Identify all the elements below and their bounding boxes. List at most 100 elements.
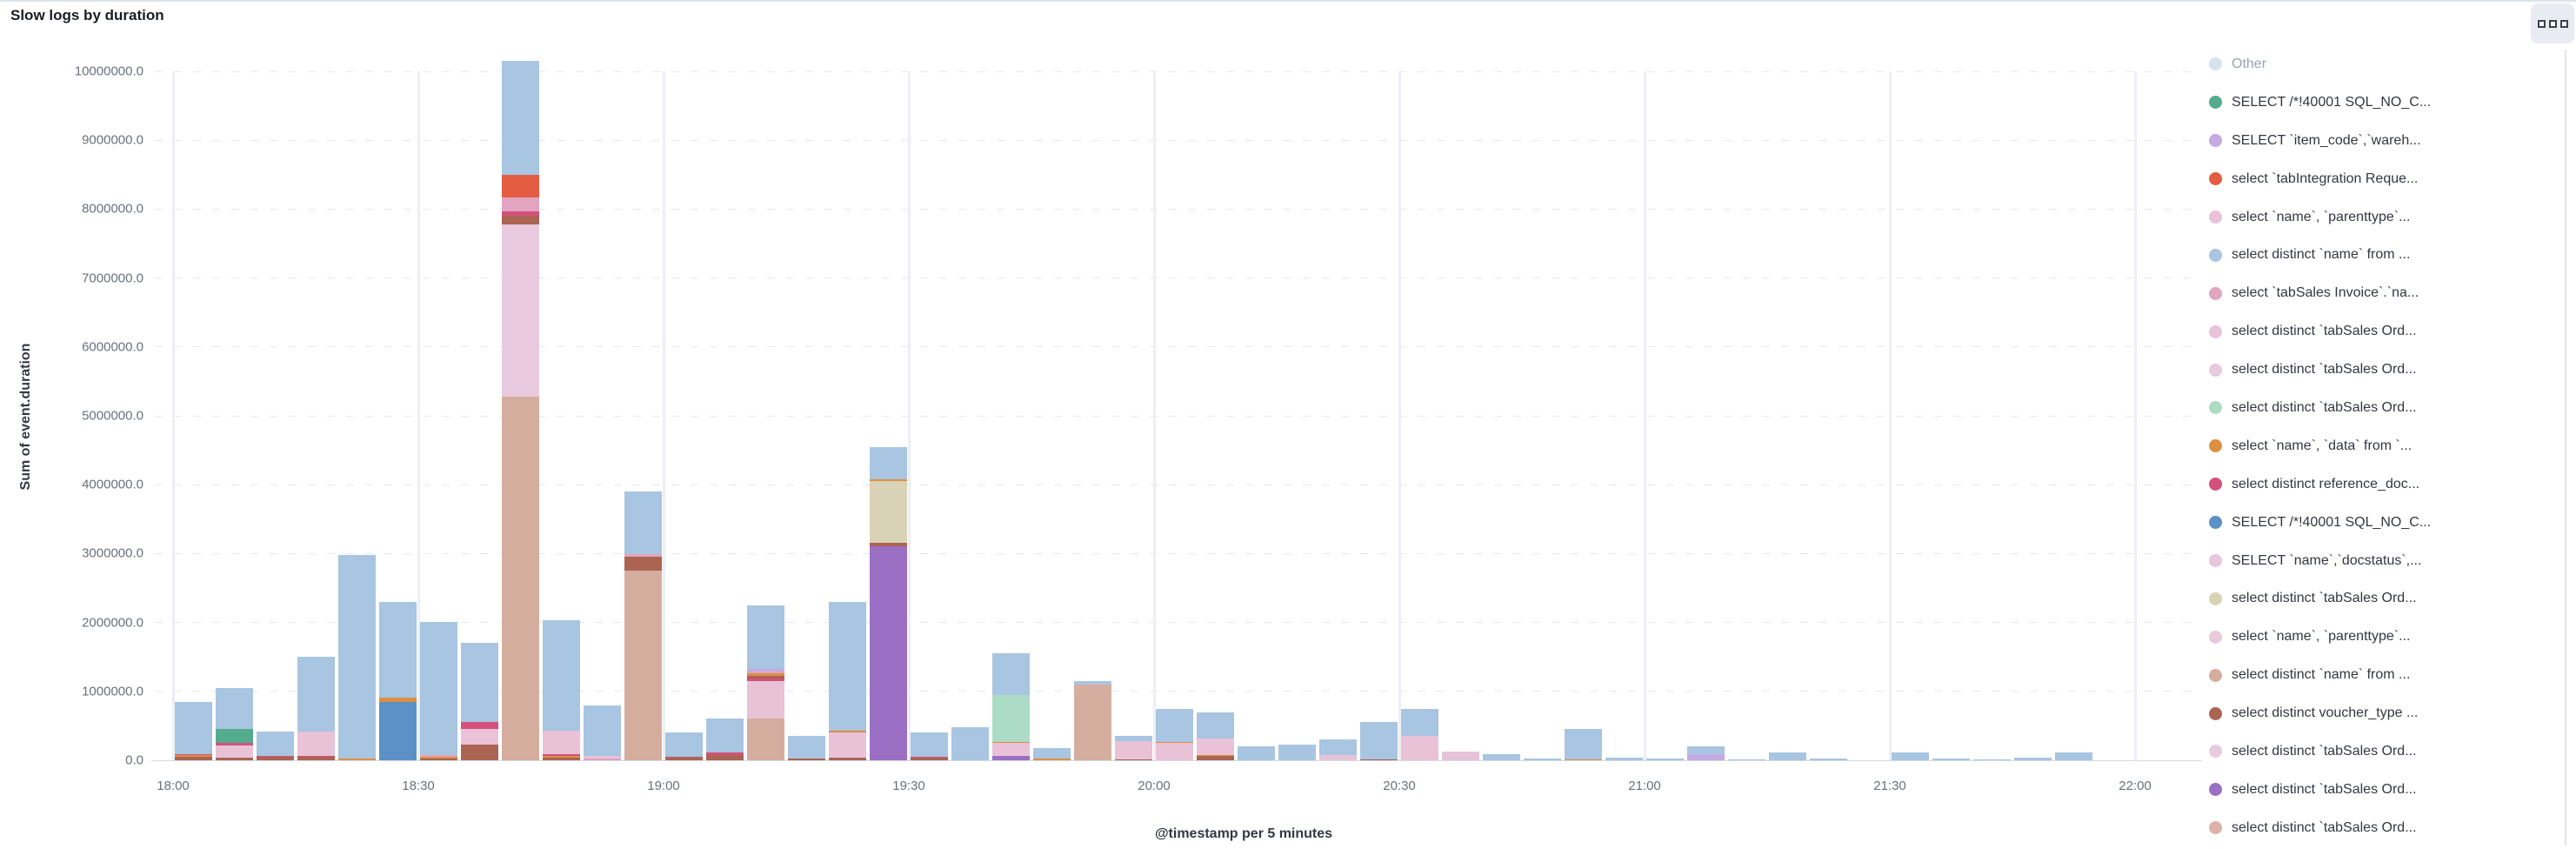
bar-segment[interactable] — [297, 755, 335, 758]
bar-segment[interactable] — [747, 719, 784, 760]
legend-item[interactable]: select distinct `name` from ... — [2209, 236, 2567, 274]
bar-segment[interactable] — [829, 757, 866, 760]
bar-segment[interactable] — [216, 743, 253, 745]
legend-item[interactable]: select distinct `tabSales Ord... — [2209, 351, 2567, 389]
bar-segment[interactable] — [297, 731, 335, 756]
bar-segment[interactable] — [747, 678, 784, 681]
bar-segment[interactable] — [297, 757, 335, 760]
bar-segment[interactable] — [1238, 746, 1275, 760]
bar-segment[interactable] — [584, 705, 621, 757]
bar-segment[interactable] — [1892, 752, 1929, 760]
bar-segment[interactable] — [870, 542, 907, 547]
bar-segment[interactable] — [1565, 729, 1602, 760]
legend-item[interactable]: select `name`, `parenttype`... — [2209, 618, 2567, 656]
bar-segment[interactable] — [257, 731, 294, 756]
bar-segment[interactable] — [624, 571, 662, 760]
legend-item[interactable]: select `name`, `parenttype`... — [2209, 198, 2567, 237]
bar-segment[interactable] — [338, 555, 376, 759]
bar-segment[interactable] — [543, 756, 580, 758]
bar-segment[interactable] — [1687, 753, 1725, 760]
legend-item[interactable]: SELECT /*!40001 SQL_NO_C... — [2209, 84, 2567, 122]
bar-segment[interactable] — [216, 745, 253, 758]
bar-segment[interactable] — [911, 757, 948, 760]
bar-segment[interactable] — [870, 546, 907, 760]
bar-segment[interactable] — [1442, 751, 1479, 760]
legend-item[interactable]: SELECT /*!40001 SQL_NO_C... — [2209, 504, 2567, 542]
bar-segment[interactable] — [1156, 708, 1193, 742]
bar-segment[interactable] — [1360, 721, 1398, 759]
bar-segment[interactable] — [1605, 757, 1643, 760]
bar-segment[interactable] — [543, 619, 580, 731]
bar-segment[interactable] — [216, 757, 253, 760]
bar-segment[interactable] — [1524, 758, 1561, 760]
bar-segment[interactable] — [624, 491, 662, 555]
bar-segment[interactable] — [1401, 708, 1438, 737]
bar-segment[interactable] — [1810, 759, 1847, 760]
bar-segment[interactable] — [175, 754, 212, 758]
bar-segment[interactable] — [502, 197, 539, 211]
bar-segment[interactable] — [379, 701, 417, 760]
legend-item[interactable]: select distinct `tabSales Ord... — [2209, 389, 2567, 427]
legend-item[interactable]: select distinct `tabSales Ord... — [2209, 732, 2567, 771]
bar-segment[interactable] — [706, 752, 744, 755]
bar-segment[interactable] — [747, 605, 784, 670]
bar-segment[interactable] — [1156, 743, 1193, 760]
bar-segment[interactable] — [584, 758, 621, 760]
bar-segment[interactable] — [502, 224, 539, 397]
bar-segment[interactable] — [1278, 744, 1316, 760]
bar-segment[interactable] — [297, 657, 335, 732]
bar-segment[interactable] — [870, 446, 907, 479]
bar-segment[interactable] — [543, 754, 580, 757]
bar-segment[interactable] — [911, 732, 948, 757]
legend-item[interactable]: SELECT `item_code`,`wareh... — [2209, 122, 2567, 160]
bar-segment[interactable] — [1401, 736, 1438, 760]
legend-toggle-button[interactable] — [2531, 3, 2574, 43]
bar-segment[interactable] — [1115, 741, 1152, 759]
bar-segment[interactable] — [706, 754, 744, 760]
legend-item[interactable]: select `tabIntegration Reque... — [2209, 160, 2567, 198]
bar-segment[interactable] — [1360, 759, 1398, 760]
bar-segment[interactable] — [543, 757, 580, 760]
bar-segment[interactable] — [1973, 759, 2011, 761]
legend-item[interactable]: select distinct reference_doc... — [2209, 465, 2567, 504]
bar-segment[interactable] — [1197, 712, 1234, 739]
bar-segment[interactable] — [624, 557, 662, 572]
bar-segment[interactable] — [829, 601, 866, 731]
bar-segment[interactable] — [992, 741, 1030, 744]
bar-segment[interactable] — [1197, 756, 1234, 760]
bar-segment[interactable] — [461, 643, 498, 722]
bar-segment[interactable] — [788, 758, 825, 760]
bar-segment[interactable] — [216, 687, 253, 729]
bar-segment[interactable] — [747, 680, 784, 719]
bar-segment[interactable] — [461, 744, 498, 760]
bar-segment[interactable] — [624, 554, 662, 558]
bar-segment[interactable] — [420, 622, 457, 756]
legend-item[interactable]: select distinct `tabSales Ord... — [2209, 809, 2567, 847]
bar-segment[interactable] — [747, 671, 784, 674]
bar-segment[interactable] — [257, 755, 294, 758]
bar-segment[interactable] — [175, 757, 212, 760]
bar-segment[interactable] — [420, 758, 457, 760]
legend-scrollbar[interactable] — [2565, 50, 2566, 846]
bar-segment[interactable] — [1156, 742, 1193, 744]
bar-segment[interactable] — [257, 757, 294, 760]
bar-segment[interactable] — [665, 757, 703, 760]
bar-segment[interactable] — [420, 756, 457, 759]
bar-segment[interactable] — [1074, 680, 1111, 685]
bar-segment[interactable] — [502, 396, 539, 760]
bar-segment[interactable] — [175, 753, 212, 755]
bar-segment[interactable] — [379, 697, 417, 702]
bar-segment[interactable] — [1074, 684, 1111, 760]
legend-item[interactable]: select distinct `tabSales Ord... — [2209, 579, 2567, 618]
bar-segment[interactable] — [175, 701, 212, 754]
bar-segment[interactable] — [665, 732, 703, 758]
legend-item[interactable]: select `tabSales Invoice`.`na... — [2209, 274, 2567, 312]
bar-segment[interactable] — [1033, 759, 1071, 760]
bar-segment[interactable] — [992, 743, 1030, 757]
bar-segment[interactable] — [584, 756, 621, 759]
bar-segment[interactable] — [911, 756, 948, 758]
bar-segment[interactable] — [461, 729, 498, 745]
bar-segment[interactable] — [1033, 747, 1071, 759]
bar-segment[interactable] — [1483, 753, 1520, 760]
legend-item[interactable]: select distinct `tabSales Ord... — [2209, 771, 2567, 809]
